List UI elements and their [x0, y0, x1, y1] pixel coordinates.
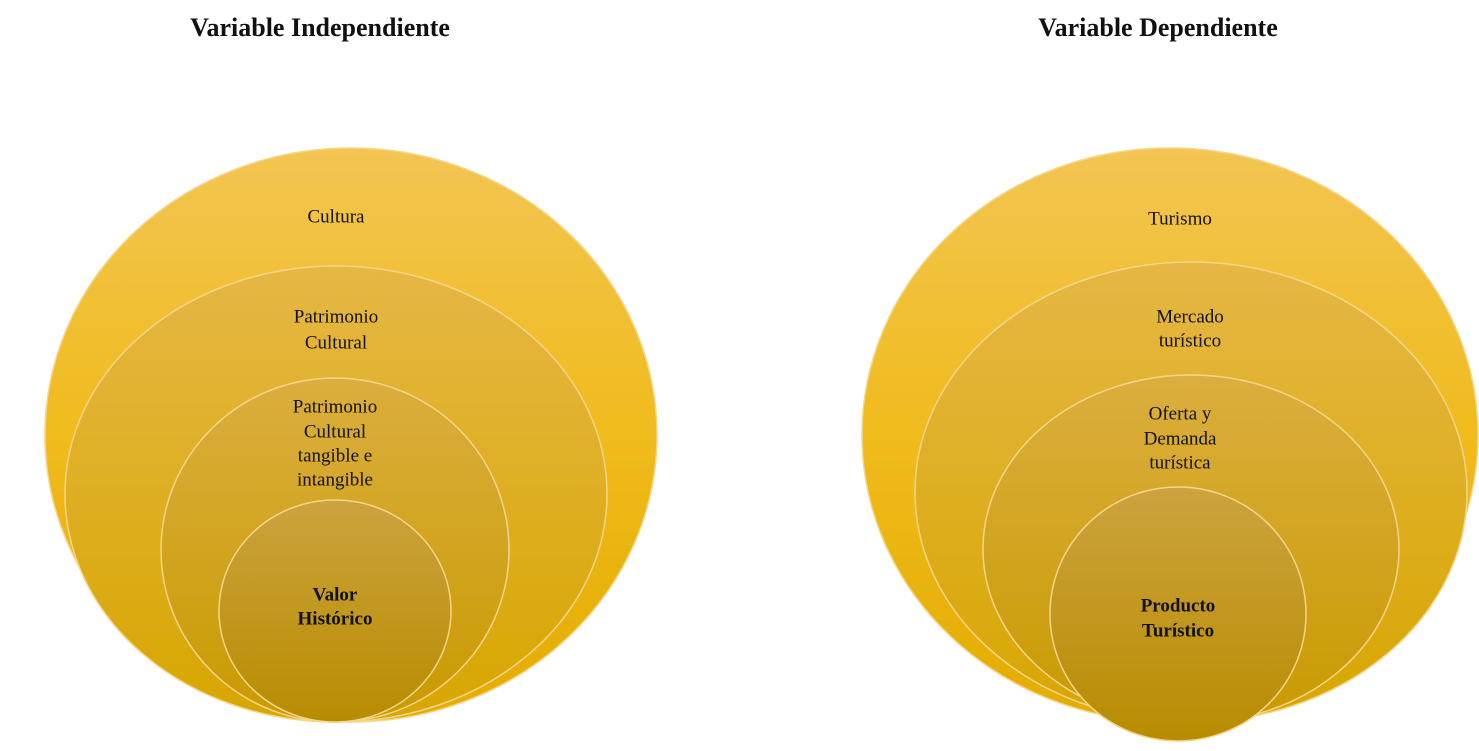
layer-label: tangible e — [298, 445, 372, 466]
diagram-title: Variable Dependiente — [1038, 13, 1278, 42]
layer-label: Oferta y — [1149, 403, 1212, 424]
layer-label: intangible — [297, 469, 373, 490]
layer-label: Turismo — [1148, 208, 1212, 229]
layer-label: Turístico — [1142, 620, 1214, 641]
layer-label: Patrimonio — [293, 396, 377, 417]
layer-label: Mercado — [1156, 306, 1224, 327]
layer-label: Producto — [1141, 595, 1216, 616]
layer-circle — [1049, 486, 1307, 742]
diagram-title: Variable Independiente — [190, 13, 450, 42]
layer-label: turística — [1149, 452, 1211, 473]
layer-circle — [218, 499, 452, 723]
layer-label: Histórico — [298, 608, 373, 629]
layer-label: Cultural — [304, 421, 366, 442]
layer-label: Demanda — [1144, 428, 1217, 449]
layer-label: Patrimonio — [294, 306, 378, 327]
layer-label: Cultural — [305, 332, 367, 353]
layer-label: turístico — [1159, 330, 1221, 351]
layer-label: Valor — [313, 584, 358, 605]
layer-label: Cultura — [308, 206, 366, 227]
